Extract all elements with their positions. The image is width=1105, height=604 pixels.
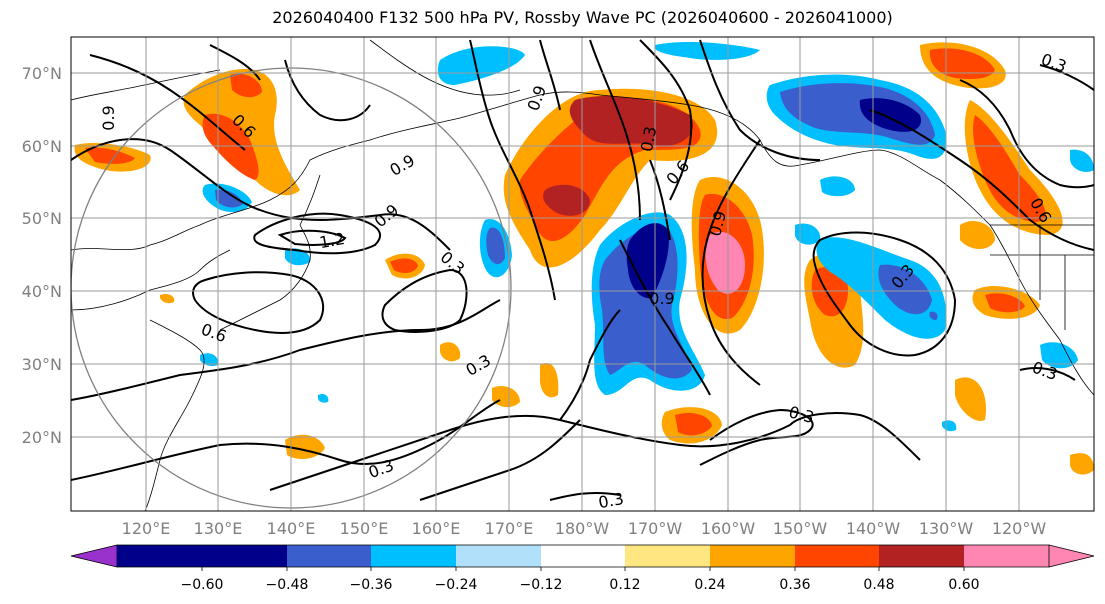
lon-label: 130°W [919,519,974,538]
colorbar-segment [202,545,287,567]
lon-label: 140°W [846,519,901,538]
lat-label: 20°N [22,428,62,447]
lat-axis: 70°N 60°N 50°N 40°N 30°N 20°N [22,64,62,447]
contour-label: 0.3 [1039,50,1069,77]
colorbar-segment [456,545,541,567]
colorbar: −0.60 −0.48 −0.36 −0.24 −0.12 0.12 0.24 … [70,544,1095,593]
contour-label: 0.3 [462,351,494,380]
lat-label: 70°N [22,64,62,83]
lon-label: 150°E [340,519,389,538]
lon-label: 130°E [194,519,243,538]
lon-label: 140°E [267,519,316,538]
colorbar-tick-label: 0.60 [948,577,979,593]
colorbar-tick-label: 0.36 [779,577,810,593]
lon-label: 180°W [555,519,610,538]
colorbar-tick-label: −0.60 [181,577,224,593]
contour-label: 0.6 [199,320,229,347]
lon-label: 160°E [412,519,461,538]
contour-label: 0.6 [662,157,693,189]
contour-label: 0.3 [437,247,469,278]
lon-axis: 120°E 130°E 140°E 150°E 160°E 170°E 180°… [122,519,1047,538]
graticule [71,37,1094,511]
colorbar-tick-label: −0.36 [350,577,393,593]
lon-label: 120°E [122,519,171,538]
contour-label: 0.9 [99,105,118,130]
colorbar-segment [117,545,202,567]
colorbar-tick-label: −0.48 [266,577,309,593]
colorbar-segment [710,545,795,567]
contour-label: 1.2 [318,229,346,252]
colorbar-tick-label: −0.24 [435,577,478,593]
contour-label: 0.9 [649,289,674,308]
lon-label: 170°E [485,519,534,538]
lon-label: 160°W [701,519,756,538]
contour-label: 0.3 [597,489,625,512]
colorbar-tick-label: 0.48 [863,577,894,593]
colorbar-tick-label: 0.12 [609,577,640,593]
lon-label: 170°W [628,519,683,538]
colorbar-segment [795,545,879,567]
lat-label: 40°N [22,282,62,301]
colorbar-segment [625,545,710,567]
lat-label: 30°N [22,355,62,374]
colorbar-tick-label: 0.24 [694,577,725,593]
lat-label: 60°N [22,137,62,156]
pv-anomaly-shading [74,42,1094,475]
colorbar-segment [371,545,456,567]
colorbar-extend-high [1048,544,1095,568]
contour-label: 0.9 [386,151,418,180]
coastlines [71,39,1094,511]
colorbar-segment [964,545,1049,567]
contour-label: 0.3 [637,125,660,153]
lon-label: 120°W [992,519,1047,538]
map-frame [70,36,1095,512]
contour-label: 0.9 [524,83,551,113]
lon-label: 150°W [773,519,828,538]
colorbar-tick-label: −0.12 [520,577,563,593]
colorbar-segment [287,545,371,567]
colorbar-segment [541,545,625,567]
lat-label: 50°N [22,209,62,228]
colorbar-segment [879,545,964,567]
colorbar-extend-low [70,544,118,568]
chart-title: 2026040400 F132 500 hPa PV, Rossby Wave … [272,8,893,27]
